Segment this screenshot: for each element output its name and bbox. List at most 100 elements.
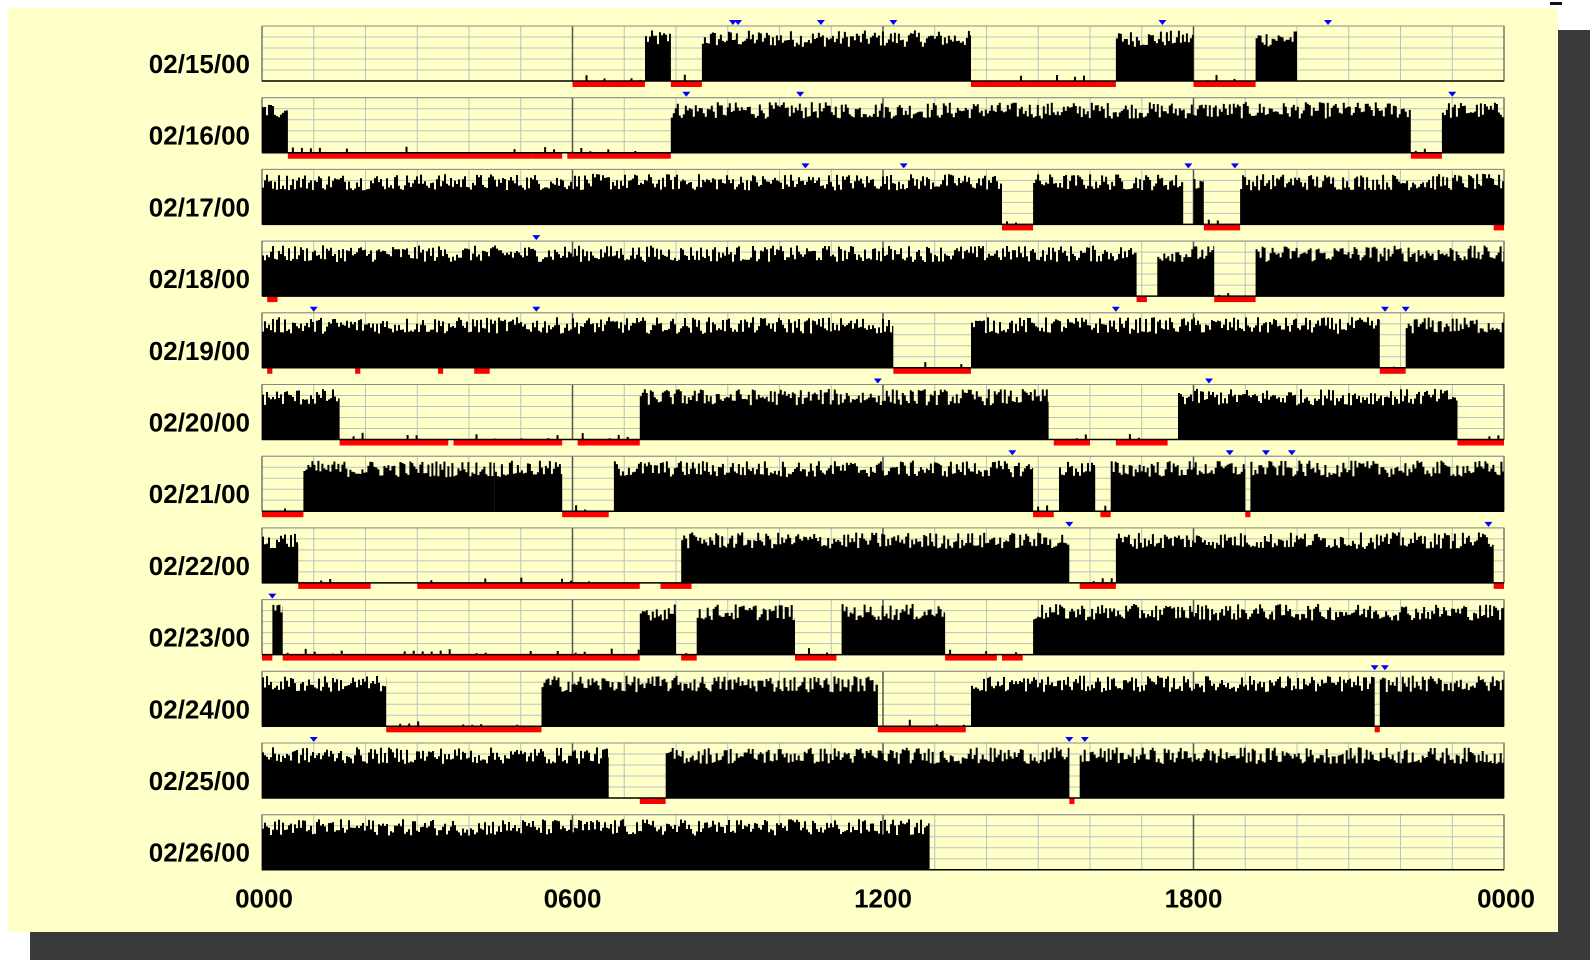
- x-tick-label: 0000: [1477, 884, 1535, 914]
- rest-marker: [282, 654, 640, 661]
- x-tick-label: 0600: [544, 884, 602, 914]
- rest-marker: [1374, 726, 1380, 733]
- event-marker: [1184, 163, 1193, 169]
- day-label: 02/16/00: [149, 121, 250, 151]
- rest-marker: [567, 152, 671, 159]
- rest-marker: [562, 511, 609, 518]
- activity-bar: [272, 604, 283, 655]
- rest-activity-spike: [286, 648, 640, 655]
- rest-activity-spike: [908, 719, 965, 727]
- event-marker: [1111, 306, 1120, 312]
- day-label: 02/25/00: [149, 766, 250, 796]
- rest-marker: [262, 654, 273, 661]
- rest-marker: [1053, 439, 1090, 446]
- activity-bar: [971, 675, 1375, 727]
- activity-bar: [1405, 317, 1504, 368]
- rest-activity-spike: [291, 147, 348, 153]
- rest-marker: [893, 367, 971, 374]
- x-tick-label: 0000: [235, 884, 293, 914]
- activity-bar: [1178, 388, 1458, 440]
- rest-marker: [1457, 439, 1504, 446]
- rest-activity-spike: [808, 648, 828, 655]
- activity-bar: [696, 604, 795, 655]
- rest-marker: [670, 81, 702, 87]
- rest-activity-spike: [924, 362, 963, 368]
- activity-bar: [1110, 461, 1246, 512]
- activity-bar: [645, 30, 671, 81]
- event-marker: [728, 20, 737, 25]
- day-row: 02/18/00: [149, 235, 1505, 303]
- rest-marker: [1115, 439, 1168, 446]
- activity-bar: [639, 604, 676, 655]
- activity-bar: [1079, 747, 1504, 798]
- rest-marker: [681, 654, 697, 661]
- rest-marker: [1136, 296, 1147, 303]
- day-label: 02/23/00: [149, 623, 250, 653]
- rest-marker: [1033, 511, 1054, 518]
- x-tick-label: 1800: [1165, 884, 1223, 914]
- rest-activity-spike: [466, 434, 559, 440]
- event-marker: [1065, 737, 1074, 742]
- rest-marker: [1079, 582, 1116, 589]
- day-row: 02/23/00: [149, 593, 1505, 661]
- activity-bar: [1115, 30, 1194, 81]
- rest-marker: [453, 439, 563, 446]
- activity-bar: [1193, 179, 1204, 225]
- rest-activity-spike: [1104, 505, 1107, 512]
- rest-marker: [287, 152, 366, 159]
- activity-bar: [971, 317, 1380, 368]
- rest-marker: [474, 367, 490, 374]
- event-marker: [1205, 378, 1214, 384]
- day-label: 02/26/00: [149, 838, 250, 868]
- rest-activity-spike: [369, 146, 525, 153]
- activity-bar: [1059, 461, 1096, 512]
- rest-marker: [970, 81, 1116, 87]
- day-label: 02/20/00: [149, 408, 250, 438]
- event-marker: [1261, 450, 1270, 456]
- rest-marker: [556, 582, 640, 589]
- day-label: 02/17/00: [149, 192, 250, 222]
- day-row: 02/19/00: [149, 306, 1505, 374]
- panel-shadow-right: [1558, 30, 1590, 960]
- day-row: 02/25/00: [149, 737, 1505, 804]
- rest-marker: [1203, 224, 1241, 231]
- rest-marker: [1002, 224, 1034, 231]
- activity-bar: [639, 389, 1049, 440]
- rest-marker: [386, 726, 542, 733]
- rest-marker: [1193, 81, 1256, 87]
- activity-bar: [1033, 604, 1504, 655]
- event-marker: [1401, 306, 1410, 312]
- corner-mark: [1550, 2, 1562, 5]
- rest-activity-spike: [1206, 75, 1236, 81]
- event-marker: [1008, 450, 1017, 456]
- rest-marker: [1214, 296, 1256, 303]
- activity-bar: [262, 819, 930, 870]
- rest-marker: [267, 367, 273, 374]
- rest-activity-spike: [581, 433, 629, 440]
- event-marker: [796, 91, 805, 97]
- day-label: 02/21/00: [149, 479, 250, 509]
- rest-activity-spike: [1207, 219, 1228, 225]
- event-marker: [532, 306, 541, 312]
- activity-bar: [262, 389, 340, 440]
- activity-bar: [1115, 532, 1494, 583]
- day-label: 02/18/00: [149, 264, 250, 294]
- rest-activity-spike: [1092, 578, 1113, 583]
- activity-bar: [303, 460, 495, 512]
- day-row: 02/22/00: [149, 521, 1505, 589]
- activity-bar: [665, 747, 1070, 798]
- rest-marker: [417, 582, 557, 589]
- event-marker: [873, 378, 882, 384]
- activity-bar: [1250, 460, 1504, 512]
- event-marker: [1225, 450, 1234, 456]
- rest-marker: [1493, 582, 1504, 589]
- rest-marker: [262, 511, 304, 518]
- day-row: 02/20/00: [149, 378, 1505, 446]
- rest-marker: [365, 152, 532, 159]
- activity-bar: [670, 102, 1411, 153]
- event-marker: [801, 163, 810, 169]
- event-marker: [268, 593, 277, 599]
- rest-activity-spike: [949, 649, 997, 655]
- rest-marker: [577, 439, 640, 446]
